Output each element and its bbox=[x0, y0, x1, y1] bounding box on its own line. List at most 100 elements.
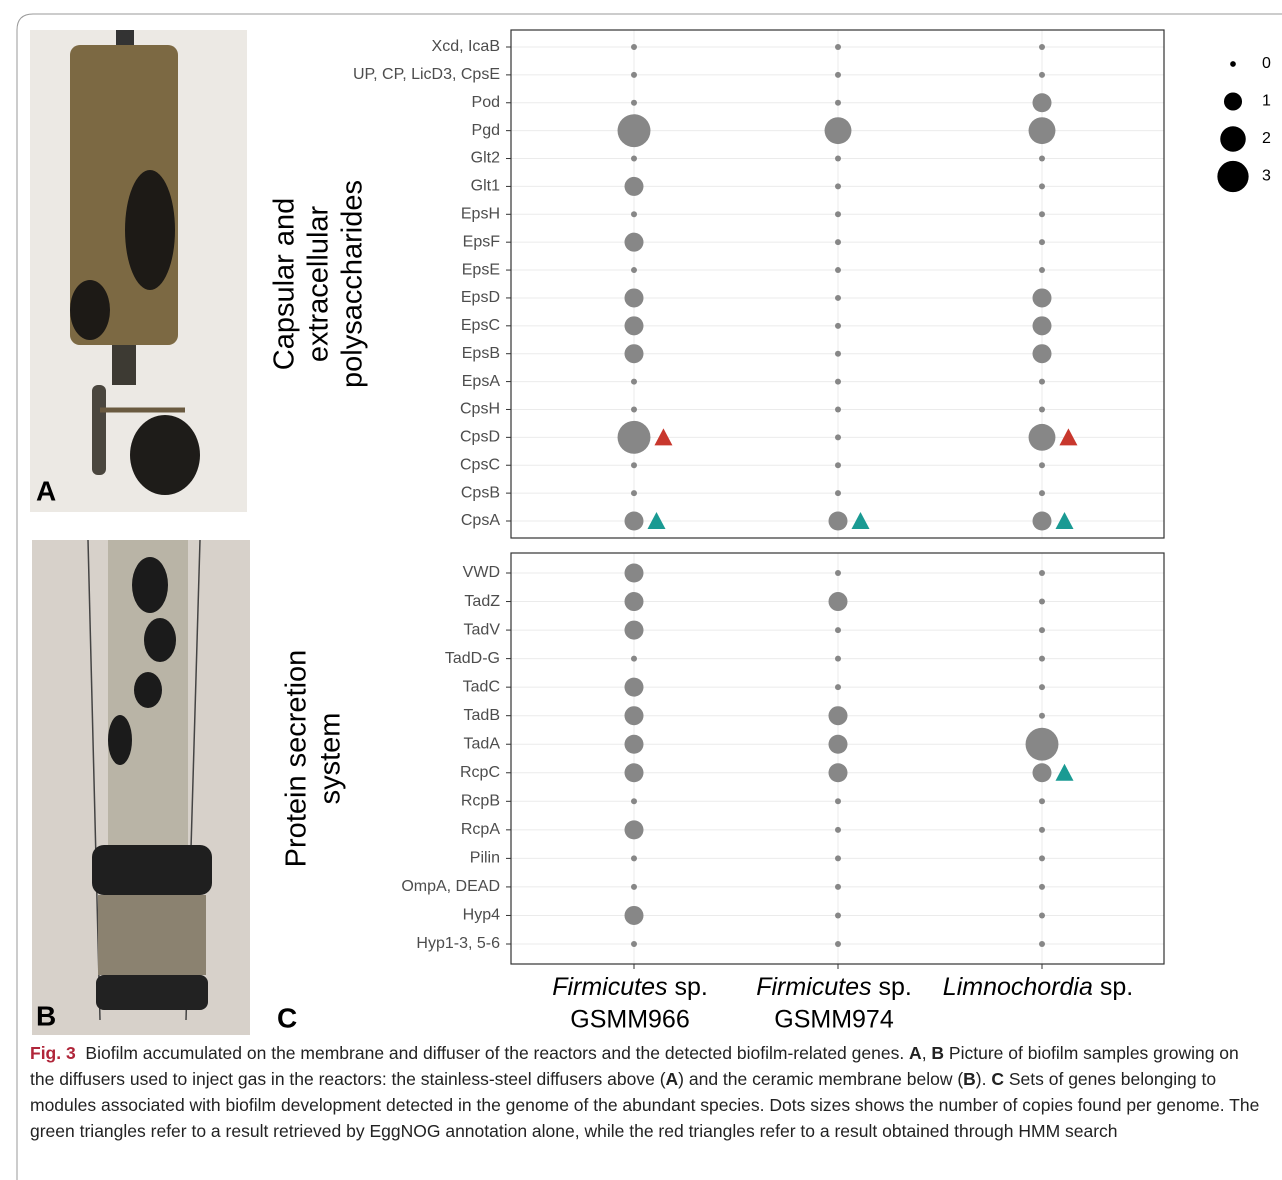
y-tick-label: RcpC bbox=[460, 764, 500, 781]
dot bbox=[835, 406, 841, 412]
size-legend-key bbox=[1230, 61, 1236, 67]
dot bbox=[625, 706, 644, 725]
dot bbox=[835, 827, 841, 833]
dot bbox=[625, 316, 644, 335]
caption-text: B bbox=[931, 1043, 944, 1063]
dot bbox=[1039, 855, 1045, 861]
caption-text: Biofilm accumulated on the membrane and … bbox=[76, 1043, 909, 1063]
y-tick-label: EpsF bbox=[463, 233, 501, 250]
dot bbox=[835, 72, 841, 78]
dot bbox=[1039, 798, 1045, 804]
dot bbox=[835, 434, 841, 440]
dot bbox=[625, 906, 644, 925]
dot bbox=[631, 406, 637, 412]
dot bbox=[1039, 44, 1045, 50]
y-tick-label: TadC bbox=[463, 678, 500, 695]
dot bbox=[1039, 570, 1045, 576]
y-tick-label: Glt2 bbox=[471, 150, 500, 167]
dot bbox=[835, 798, 841, 804]
dot bbox=[1033, 288, 1052, 307]
y-tick-label: TadD-G bbox=[445, 650, 500, 667]
dot bbox=[835, 267, 841, 273]
dot bbox=[835, 656, 841, 662]
y-tick-label: TadZ bbox=[464, 593, 500, 610]
dot bbox=[618, 114, 651, 147]
dot bbox=[1039, 379, 1045, 385]
caption-text: , bbox=[922, 1043, 932, 1063]
dot bbox=[631, 855, 637, 861]
dot bbox=[631, 211, 637, 217]
dot bbox=[1039, 490, 1045, 496]
dot bbox=[631, 72, 637, 78]
y-tick-label: CpsA bbox=[461, 512, 500, 529]
dot bbox=[829, 735, 848, 754]
dot bbox=[631, 884, 637, 890]
x-tick-label: GSMM974 bbox=[774, 1006, 894, 1034]
dot bbox=[1039, 599, 1045, 605]
dot bbox=[835, 912, 841, 918]
dot bbox=[835, 156, 841, 162]
figure: A B C Xcd, IcaBUP, CP, LicD3, CpsEPodPgd… bbox=[0, 0, 1282, 1180]
dot bbox=[631, 798, 637, 804]
caption: Fig. 3 Biofilm accumulated on the membra… bbox=[30, 1040, 1260, 1144]
dot bbox=[1033, 344, 1052, 363]
page: A B C Xcd, IcaBUP, CP, LicD3, CpsEPodPgd… bbox=[0, 0, 1282, 1180]
dot bbox=[1033, 316, 1052, 335]
dot bbox=[1039, 239, 1045, 245]
dot bbox=[1039, 72, 1045, 78]
dot bbox=[625, 592, 644, 611]
dot bbox=[835, 570, 841, 576]
y-tick-label: EpsH bbox=[461, 206, 500, 223]
dot bbox=[625, 512, 644, 531]
dot bbox=[835, 684, 841, 690]
suffix: sp. bbox=[878, 973, 911, 1001]
dot bbox=[835, 884, 841, 890]
facet-label: Protein secretion bbox=[281, 650, 313, 868]
dot bbox=[835, 379, 841, 385]
y-tick-label: RcpA bbox=[461, 821, 500, 838]
dot bbox=[835, 941, 841, 947]
dot bbox=[1039, 827, 1045, 833]
dot bbox=[1033, 93, 1052, 112]
y-tick-label: Glt1 bbox=[471, 178, 500, 195]
dot bbox=[1039, 267, 1045, 273]
caption-text: A bbox=[666, 1069, 679, 1089]
dot bbox=[1039, 462, 1045, 468]
dot bbox=[625, 735, 644, 754]
dot bbox=[835, 627, 841, 633]
dot bbox=[1039, 713, 1045, 719]
y-tick-label: RcpB bbox=[461, 793, 500, 810]
size-legend-label: 1 bbox=[1262, 93, 1271, 110]
facet-label: system bbox=[315, 713, 347, 805]
caption-text: Fig. 3 bbox=[30, 1043, 76, 1063]
dot bbox=[1039, 627, 1045, 633]
dot bbox=[835, 100, 841, 106]
dot bbox=[835, 239, 841, 245]
dot bbox=[631, 100, 637, 106]
suffix: sp. bbox=[1100, 973, 1133, 1001]
dot bbox=[1033, 763, 1052, 782]
y-tick-label: Pgd bbox=[472, 122, 500, 139]
y-tick-label: TadV bbox=[464, 621, 501, 638]
facet-label: Capsular and bbox=[269, 198, 301, 371]
dot bbox=[835, 462, 841, 468]
dot bbox=[631, 267, 637, 273]
dot bbox=[631, 490, 637, 496]
y-tick-label: EpsC bbox=[461, 317, 500, 334]
y-tick-label: UP, CP, LicD3, CpsE bbox=[353, 66, 500, 83]
dot bbox=[1039, 884, 1045, 890]
suffix: sp. bbox=[674, 973, 707, 1001]
y-tick-label: TadA bbox=[464, 735, 501, 752]
y-tick-label: EpsB bbox=[462, 345, 500, 362]
x-tick-label: Firmicutes sp. bbox=[756, 973, 912, 1001]
x-tick-label: Limnochordia sp. bbox=[943, 973, 1133, 1001]
photo-a bbox=[30, 30, 247, 512]
dot bbox=[631, 941, 637, 947]
size-legend-key bbox=[1220, 126, 1246, 152]
genus: Firmicutes bbox=[756, 973, 871, 1001]
dot bbox=[835, 855, 841, 861]
dot bbox=[829, 512, 848, 531]
x-tick-label: Firmicutes sp. bbox=[552, 973, 708, 1001]
dot bbox=[625, 763, 644, 782]
panel-label: C bbox=[277, 1002, 297, 1033]
